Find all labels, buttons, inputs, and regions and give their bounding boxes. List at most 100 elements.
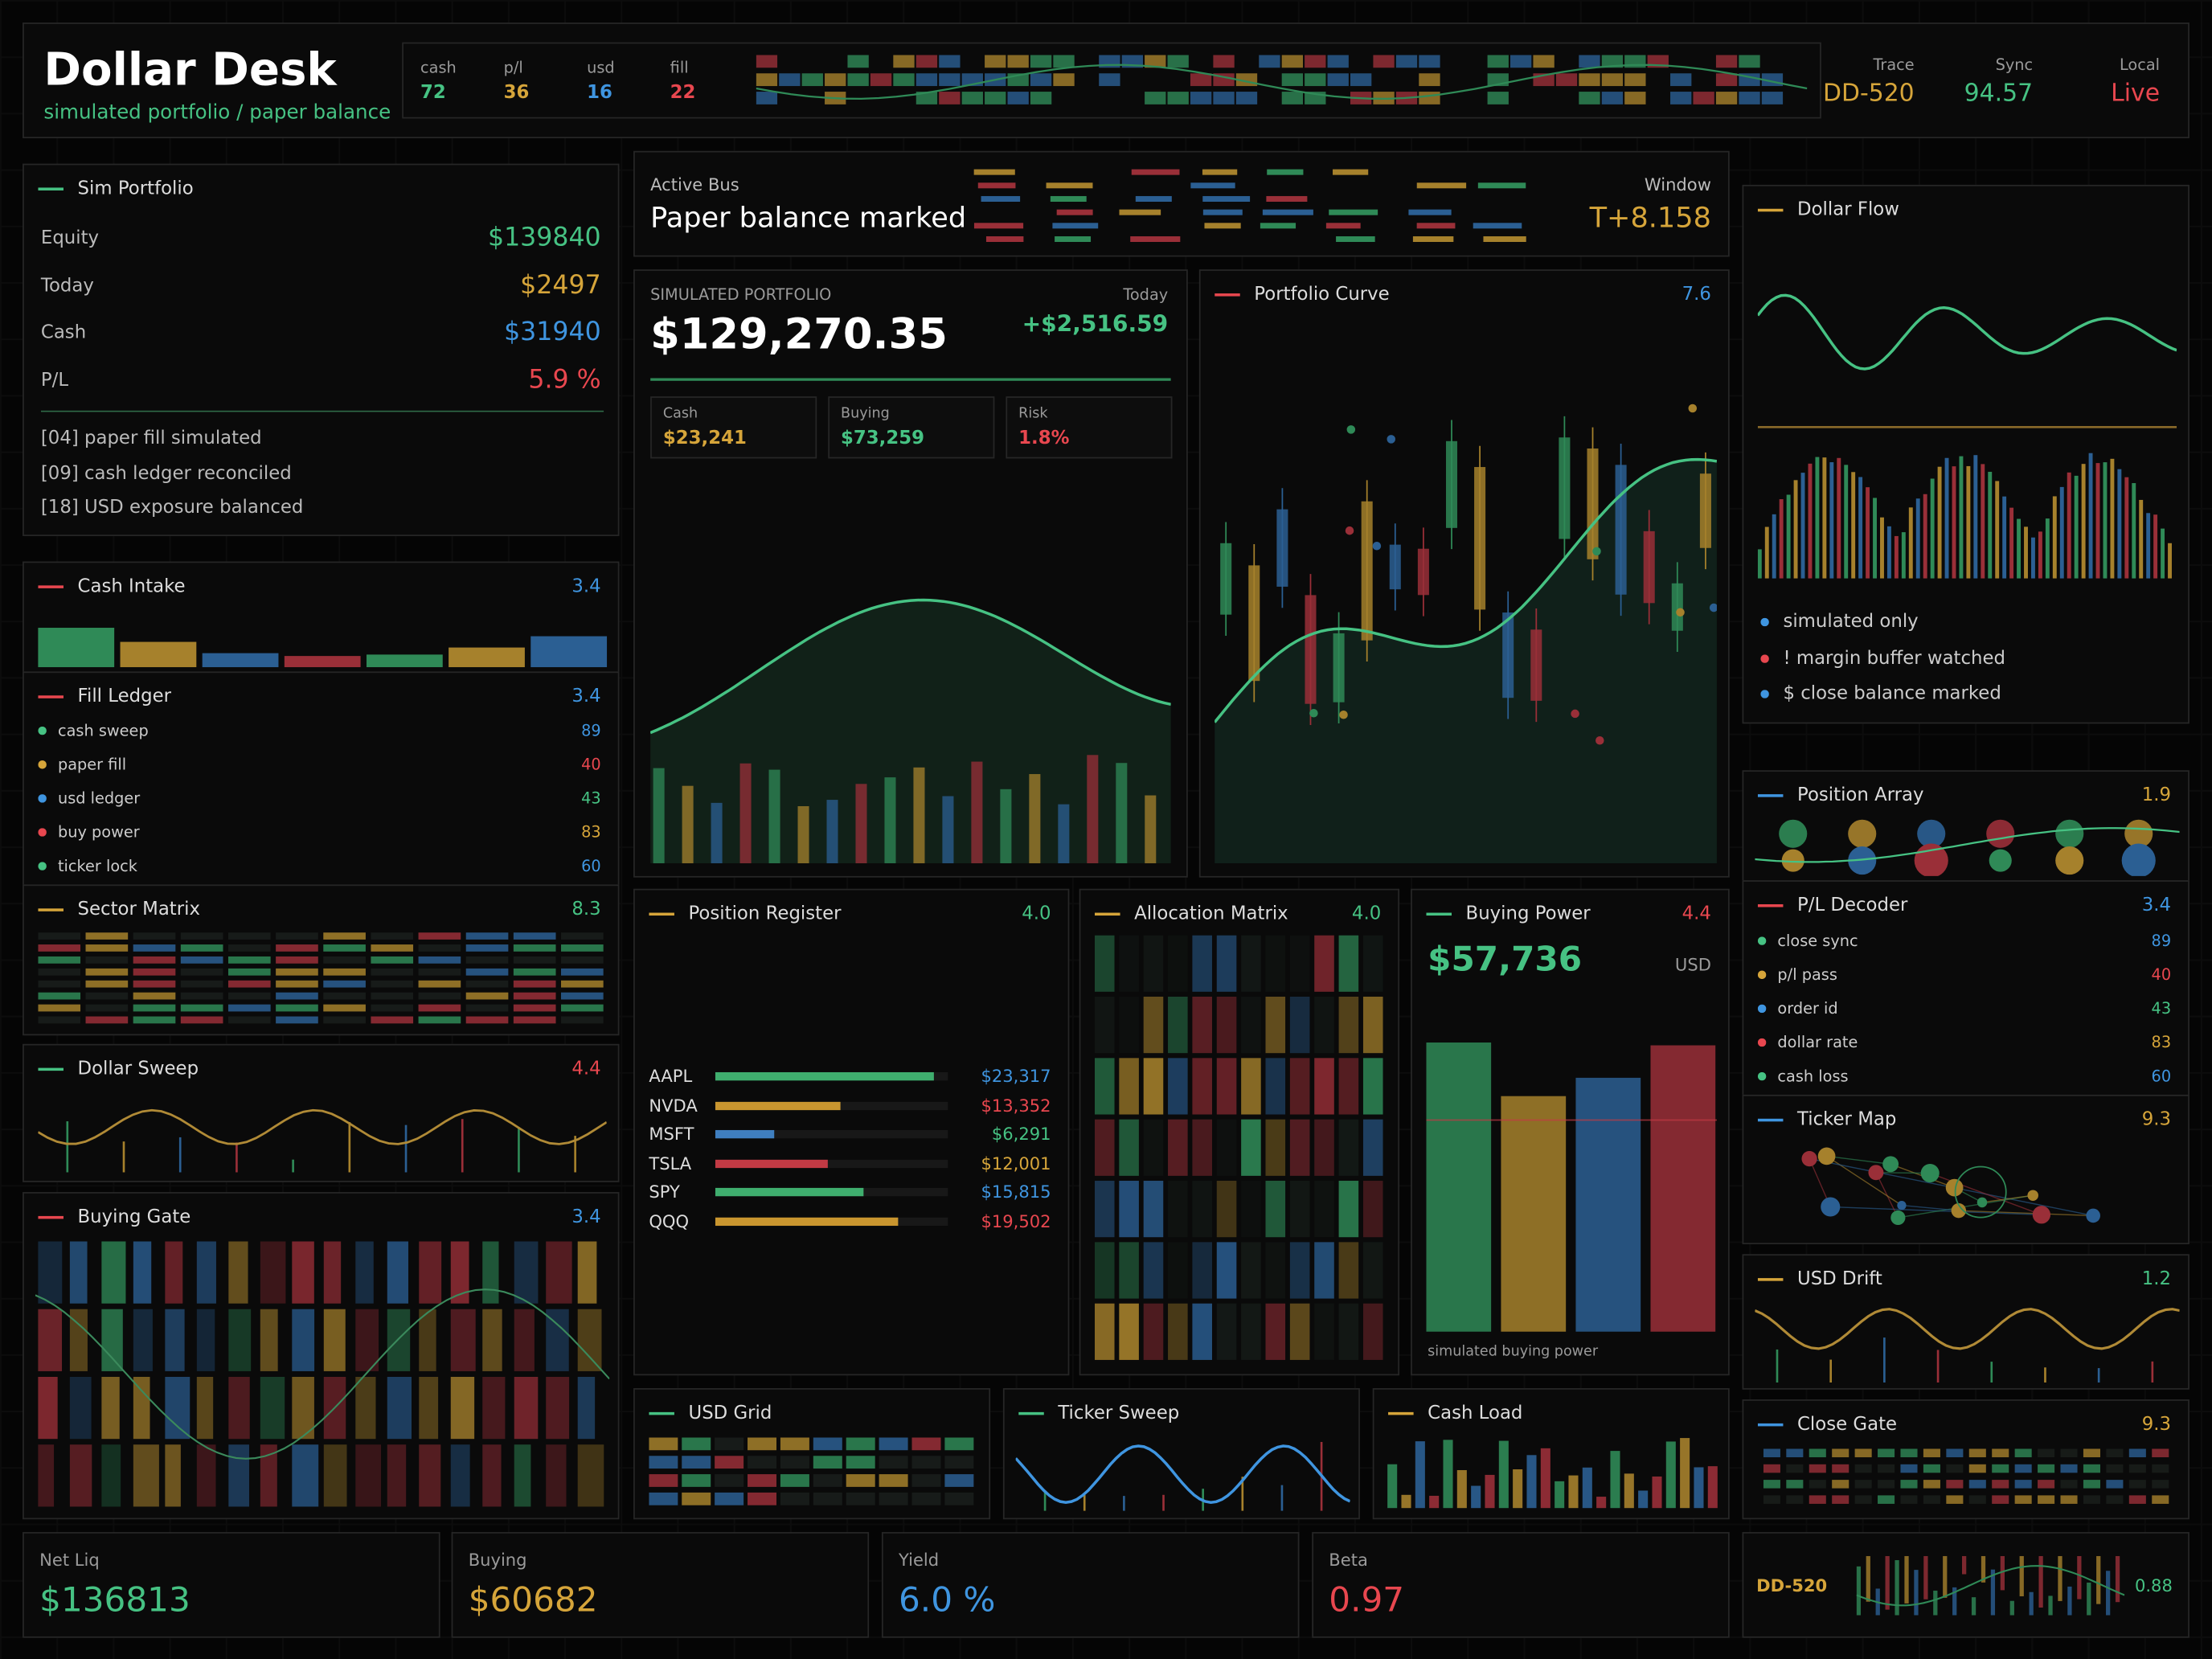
bar bbox=[1973, 455, 1978, 579]
bar bbox=[711, 802, 723, 864]
cell bbox=[1143, 1181, 1164, 1238]
edge bbox=[1898, 1194, 2034, 1219]
label: 60 bbox=[2151, 1067, 2172, 1086]
cell bbox=[748, 1492, 777, 1505]
cell bbox=[1854, 1480, 1872, 1489]
graphic bbox=[1387, 1438, 1718, 1509]
cell bbox=[649, 1456, 678, 1469]
cell bbox=[1362, 1181, 1383, 1238]
cell bbox=[465, 1004, 509, 1012]
cell bbox=[1670, 73, 1692, 87]
cell bbox=[38, 1241, 63, 1304]
bubble bbox=[1848, 819, 1877, 848]
cell bbox=[513, 944, 556, 952]
cell bbox=[2038, 1448, 2055, 1458]
cell bbox=[165, 1444, 181, 1507]
bar bbox=[1866, 1555, 1870, 1602]
cell bbox=[846, 1456, 875, 1469]
bar bbox=[2000, 1555, 2005, 1591]
log-line: [04] paper fill simulated bbox=[40, 428, 262, 449]
cell bbox=[1168, 996, 1188, 1054]
cell bbox=[1265, 935, 1286, 992]
cell bbox=[1314, 1181, 1334, 1238]
graphic bbox=[38, 862, 47, 870]
cell bbox=[813, 1437, 842, 1451]
cell bbox=[939, 73, 961, 87]
wave bbox=[35, 1288, 610, 1460]
cell bbox=[2152, 1480, 2169, 1489]
cell bbox=[1327, 55, 1349, 68]
bar bbox=[1429, 1495, 1440, 1509]
bar bbox=[1779, 499, 1784, 579]
bar bbox=[1426, 1043, 1492, 1332]
wave bbox=[756, 63, 1808, 100]
bar bbox=[1638, 1490, 1649, 1509]
bar bbox=[1046, 182, 1093, 189]
cell bbox=[1094, 1303, 1115, 1360]
graphic bbox=[38, 628, 608, 668]
cell bbox=[756, 55, 778, 68]
bar bbox=[1056, 209, 1093, 215]
label: Live bbox=[2111, 80, 2161, 109]
cell bbox=[38, 1004, 81, 1012]
cell bbox=[276, 944, 318, 952]
label: USD bbox=[1674, 955, 1711, 975]
bar bbox=[2117, 469, 2122, 579]
cell bbox=[1878, 1480, 1895, 1489]
cell bbox=[371, 968, 414, 976]
label: $139840 bbox=[487, 223, 601, 253]
bar bbox=[1202, 209, 1243, 215]
dot bbox=[1760, 690, 1769, 698]
graphic bbox=[38, 1108, 607, 1173]
cell bbox=[228, 1309, 252, 1371]
cell bbox=[2106, 1448, 2124, 1458]
bar bbox=[1923, 1555, 1928, 1600]
label: 40 bbox=[2151, 965, 2172, 985]
label: Today bbox=[40, 275, 94, 297]
panel-value: 3.4 bbox=[2141, 895, 2172, 916]
wave bbox=[1755, 827, 2180, 863]
cell bbox=[649, 1437, 678, 1451]
bar bbox=[1052, 223, 1099, 229]
cell bbox=[133, 1241, 152, 1304]
dash bbox=[1757, 904, 1784, 907]
header: Dollar Desk simulated portfolio / paper b… bbox=[23, 23, 2189, 138]
stats-strip: cash 72 p/l 36 usd 16 fill 22 bbox=[402, 42, 1821, 119]
bar bbox=[1894, 535, 1899, 579]
cell bbox=[1878, 1495, 1895, 1504]
panel-title: Portfolio Curve bbox=[1254, 284, 1390, 305]
cell bbox=[418, 968, 461, 976]
metric-tile: Risk 1.8% bbox=[1006, 396, 1173, 459]
wave bbox=[38, 1108, 607, 1145]
cell bbox=[133, 1004, 176, 1012]
cell bbox=[715, 1437, 744, 1451]
cell bbox=[1265, 1303, 1286, 1360]
cell bbox=[196, 1444, 216, 1507]
label: 43 bbox=[581, 789, 601, 808]
dollar-flow-panel: Dollar Flow simulated only ! margin buffer… bbox=[1742, 184, 2189, 724]
bar bbox=[1650, 1045, 1716, 1332]
cell bbox=[1579, 92, 1600, 104]
bar bbox=[1961, 1555, 1967, 1575]
cell bbox=[276, 968, 318, 976]
cell bbox=[1923, 1464, 1940, 1473]
node bbox=[1976, 1197, 1988, 1208]
cell bbox=[1094, 996, 1115, 1054]
dash bbox=[38, 1067, 63, 1071]
graphic bbox=[1757, 970, 1767, 980]
bar bbox=[1202, 195, 1251, 202]
cell bbox=[2152, 1448, 2169, 1458]
cell bbox=[2106, 1495, 2124, 1504]
graphic bbox=[1015, 1441, 1350, 1511]
cell bbox=[1314, 1119, 1334, 1176]
label: DD-520 bbox=[1823, 80, 1915, 109]
graphic bbox=[38, 794, 47, 803]
cell bbox=[1900, 1464, 1918, 1473]
panel-title: Cash Intake bbox=[77, 576, 186, 598]
bubble bbox=[1779, 819, 1808, 848]
cell bbox=[1809, 1448, 1826, 1458]
label: $13,352 bbox=[981, 1096, 1051, 1116]
bar bbox=[1387, 1464, 1398, 1509]
tick bbox=[348, 1122, 351, 1173]
cell bbox=[2152, 1464, 2169, 1473]
